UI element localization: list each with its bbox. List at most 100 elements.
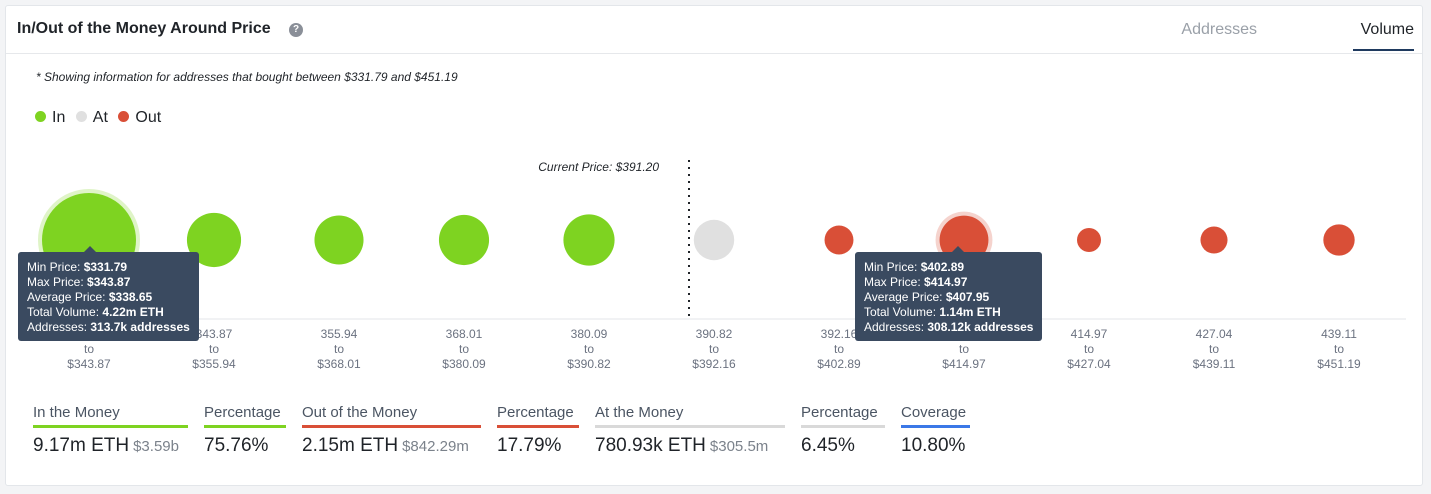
bubble-in[interactable] bbox=[314, 215, 364, 265]
tick-label-high: $355.94 bbox=[192, 357, 236, 371]
stat-label: In the Money bbox=[33, 404, 120, 421]
tooltip-row: Min Price: $331.79 bbox=[27, 260, 128, 274]
stat-label: Percentage bbox=[204, 404, 281, 421]
legend-label-at: At bbox=[92, 109, 108, 126]
legend-item-in[interactable]: In bbox=[35, 109, 65, 127]
stat-bar bbox=[302, 425, 481, 428]
tick-label-low: 343.87 bbox=[196, 327, 233, 341]
tick-label-high: $390.82 bbox=[567, 357, 611, 371]
bubble-out[interactable] bbox=[1077, 228, 1101, 252]
stat-bar bbox=[33, 425, 188, 428]
summary-stats: In the Money 9.17m ETH $3.59b Percentage … bbox=[6, 404, 1422, 464]
tick-label-high: $414.97 bbox=[942, 357, 986, 371]
tick-label-low: 439.11 bbox=[1321, 327, 1357, 341]
stat-label: Coverage bbox=[901, 404, 967, 421]
tick-label-high: $427.04 bbox=[1067, 357, 1111, 371]
tooltip-arrow bbox=[84, 246, 96, 252]
stat-value: 75.76% bbox=[204, 435, 269, 456]
bubble-out[interactable] bbox=[1200, 226, 1228, 254]
bubble-out[interactable] bbox=[824, 225, 854, 255]
legend-label-out: Out bbox=[135, 109, 162, 126]
tick-label-sep: to bbox=[959, 342, 969, 356]
stat-value: 2.15m ETH $842.29m bbox=[302, 435, 469, 456]
tooltip-row: Total Volume: 4.22m ETH bbox=[27, 305, 164, 319]
stat-bar bbox=[497, 425, 579, 428]
tooltip-bucket-8: Min Price: $402.89 Max Price: $414.97 Av… bbox=[855, 246, 1043, 341]
bubble-chart: 331.79to$343.87343.87to$355.94355.94to$3… bbox=[30, 160, 1406, 371]
stat-at-the-money: At the Money 780.93k ETH $305.5m bbox=[595, 404, 785, 457]
stat-label: Out of the Money bbox=[302, 404, 418, 421]
tick-label-low: 368.01 bbox=[446, 327, 483, 341]
stat-bar bbox=[595, 425, 785, 428]
stat-in-percentage: Percentage 75.76% bbox=[204, 404, 286, 457]
tick-label-low: 355.94 bbox=[321, 327, 358, 341]
tick-label-high: $380.09 bbox=[442, 357, 486, 371]
bubble-in[interactable] bbox=[438, 214, 490, 266]
tick-label-low: 392.16 bbox=[821, 327, 858, 341]
tick-label-sep: to bbox=[1084, 342, 1094, 356]
bubble-out[interactable] bbox=[1323, 224, 1355, 256]
bubble-in[interactable] bbox=[186, 212, 242, 268]
legend-dot-out bbox=[118, 111, 130, 122]
range-note: * Showing information for addresses that… bbox=[36, 70, 458, 84]
legend-label-in: In bbox=[52, 109, 66, 126]
legend-item-out[interactable]: Out bbox=[118, 109, 161, 127]
stat-value: 10.80% bbox=[901, 435, 966, 456]
tooltip-row: Total Volume: 1.14m ETH bbox=[864, 305, 1001, 319]
tooltip-row: Min Price: $402.89 bbox=[864, 260, 965, 274]
stat-value: 9.17m ETH $3.59b bbox=[33, 435, 179, 456]
legend-item-at[interactable]: At bbox=[75, 109, 108, 127]
stat-label: At the Money bbox=[595, 404, 684, 421]
tick-label-sep: to bbox=[84, 342, 94, 356]
tick-label-low: 390.82 bbox=[696, 327, 733, 341]
tick-label-high: $368.01 bbox=[317, 357, 361, 371]
tick-label-sep: to bbox=[209, 342, 219, 356]
tooltip-arrow bbox=[952, 246, 964, 252]
tooltip-bucket-1: Min Price: $331.79 Max Price: $343.87 Av… bbox=[18, 246, 199, 341]
tooltip-row: Average Price: $407.95 bbox=[864, 290, 990, 304]
stat-in-the-money: In the Money 9.17m ETH $3.59b bbox=[33, 404, 188, 457]
tooltip-row: Addresses: 308.12k addresses bbox=[864, 320, 1034, 334]
legend: In At Out bbox=[35, 109, 167, 127]
tooltip-row: Max Price: $343.87 bbox=[27, 275, 131, 289]
card-title: In/Out of the Money Around Price bbox=[17, 20, 271, 37]
stat-bar bbox=[204, 425, 286, 428]
tick-label-low: 380.09 bbox=[571, 327, 608, 341]
tick-label-sep: to bbox=[334, 342, 344, 356]
tick-label-high: $343.87 bbox=[67, 357, 111, 371]
current-price-label: Current Price: $391.20 bbox=[538, 160, 659, 174]
tooltip-row: Max Price: $414.97 bbox=[864, 275, 968, 289]
stat-out-of-the-money: Out of the Money 2.15m ETH $842.29m bbox=[302, 404, 481, 457]
tick-label-sep: to bbox=[834, 342, 844, 356]
tick-label-high: $392.16 bbox=[692, 357, 736, 371]
stat-coverage: Coverage 10.80% bbox=[901, 404, 970, 457]
tick-label-low: 414.97 bbox=[1071, 327, 1108, 341]
iomap-card: In/Out of the Money Around Price ? Addre… bbox=[5, 5, 1423, 486]
legend-dot-in bbox=[35, 111, 46, 122]
tick-label-sep: to bbox=[709, 342, 719, 356]
bubble-in[interactable] bbox=[563, 214, 615, 266]
tick-label-low: 427.04 bbox=[1196, 327, 1233, 341]
tooltip-row: Addresses: 313.7k addresses bbox=[27, 320, 190, 334]
tick-label-sep: to bbox=[1209, 342, 1219, 356]
stat-bar bbox=[801, 425, 885, 428]
active-tab-indicator bbox=[1353, 49, 1414, 51]
bubble-at[interactable] bbox=[693, 219, 735, 261]
stat-label: Percentage bbox=[497, 404, 574, 421]
tick-label-high: $402.89 bbox=[817, 357, 861, 371]
stat-value: 17.79% bbox=[497, 435, 562, 456]
legend-dot-at bbox=[75, 111, 87, 122]
card-header: In/Out of the Money Around Price ? Addre… bbox=[6, 6, 1422, 54]
stat-bar bbox=[901, 425, 970, 428]
help-icon[interactable]: ? bbox=[289, 23, 303, 37]
tick-label-sep: to bbox=[584, 342, 594, 356]
tab-addresses[interactable]: Addresses bbox=[1181, 21, 1257, 38]
tick-label-high: $439.11 bbox=[1193, 357, 1236, 371]
stat-value: 780.93k ETH $305.5m bbox=[595, 435, 769, 456]
tick-label-sep: to bbox=[1334, 342, 1344, 356]
stat-at-percentage: Percentage 6.45% bbox=[801, 404, 885, 457]
tick-label-high: $451.19 bbox=[1317, 357, 1361, 371]
tab-volume[interactable]: Volume bbox=[1360, 21, 1414, 38]
stat-label: Percentage bbox=[801, 404, 878, 421]
stat-value: 6.45% bbox=[801, 435, 855, 456]
